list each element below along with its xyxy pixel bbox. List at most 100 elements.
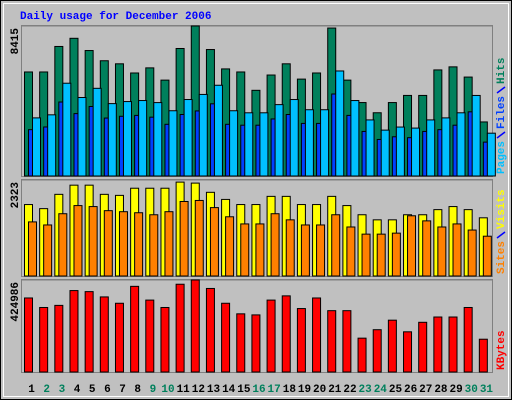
legend-entry: Pages: [496, 141, 508, 174]
x-tick-label: 14: [222, 384, 236, 396]
bar: [407, 215, 417, 277]
x-tick-label: 30: [465, 384, 478, 396]
bar: [179, 200, 189, 277]
bar: [403, 331, 413, 373]
bar: [190, 279, 200, 373]
bar: [467, 229, 477, 277]
bar: [183, 99, 193, 177]
bar: [28, 221, 37, 277]
bar: [236, 313, 246, 373]
y-tick-label: 424986: [10, 282, 22, 322]
x-tick-label: 29: [449, 384, 462, 396]
bar: [342, 310, 352, 373]
bar: [229, 110, 239, 177]
bar: [168, 110, 178, 177]
x-tick-label: 21: [328, 384, 342, 396]
legend-entry: Sites: [496, 241, 508, 274]
legend-entry: Files: [496, 96, 508, 129]
x-tick-label: 27: [419, 384, 432, 396]
bar: [387, 319, 397, 373]
bar: [145, 299, 155, 373]
bar: [331, 214, 341, 277]
bar: [244, 112, 254, 177]
x-tick-label: 8: [134, 384, 141, 396]
x-tick-label: 13: [207, 384, 221, 396]
bar: [437, 226, 447, 277]
x-tick-label: 28: [434, 384, 448, 396]
bar: [312, 297, 322, 373]
bar: [88, 206, 98, 277]
bar: [164, 211, 174, 277]
bar: [153, 102, 163, 177]
bar: [395, 126, 405, 177]
x-tick-label: 22: [343, 384, 356, 396]
legend-separator: [496, 131, 506, 139]
bar: [24, 297, 33, 373]
x-tick-label: 1: [28, 384, 35, 396]
bar: [433, 316, 443, 373]
x-tick-label: 20: [313, 384, 326, 396]
x-tick-label: 6: [104, 384, 111, 396]
bar: [47, 114, 57, 177]
bar: [62, 82, 72, 177]
bar: [205, 287, 215, 373]
chart-title: Daily usage for December 2006: [20, 11, 211, 23]
x-tick-label: 2: [43, 384, 50, 396]
legend-entry: KBytes: [496, 330, 508, 370]
frame-inner: [3, 3, 509, 397]
x-tick-label: 10: [161, 384, 174, 396]
bar: [452, 223, 462, 277]
x-tick-label: 9: [150, 384, 157, 396]
x-tick-label: 11: [177, 384, 191, 396]
bar: [39, 306, 49, 373]
bar: [255, 223, 265, 277]
legend-separator: [496, 86, 506, 94]
bar: [335, 70, 345, 177]
bar: [69, 290, 79, 373]
x-tick-label: 16: [252, 384, 265, 396]
bar: [73, 205, 83, 277]
bar: [138, 100, 148, 177]
bar: [285, 219, 295, 277]
x-tick-label: 25: [389, 384, 403, 396]
bar: [32, 117, 41, 177]
bar: [463, 306, 473, 373]
bar: [289, 99, 299, 177]
bar: [482, 235, 492, 277]
x-tick-label: 31: [480, 384, 494, 396]
bar: [422, 220, 432, 277]
bar: [43, 224, 53, 277]
bar: [122, 101, 132, 177]
bar: [418, 321, 428, 373]
x-tick-label: 17: [268, 384, 281, 396]
x-tick-label: 12: [192, 384, 205, 396]
bar: [486, 132, 496, 177]
bar: [296, 308, 306, 373]
bar: [281, 295, 291, 373]
bar: [209, 207, 219, 277]
bar: [130, 285, 140, 373]
bar: [77, 96, 87, 177]
bar: [213, 84, 223, 177]
bar: [478, 338, 488, 373]
bar: [357, 337, 367, 373]
bar: [426, 119, 436, 177]
bar: [304, 109, 314, 177]
bar: [99, 296, 109, 373]
x-tick-label: 4: [74, 384, 81, 396]
bar: [225, 216, 235, 277]
bar: [274, 104, 284, 177]
bar: [149, 214, 159, 277]
bar: [194, 199, 204, 277]
bar: [380, 129, 390, 177]
bar: [471, 94, 481, 177]
bar: [92, 87, 102, 177]
bar: [54, 304, 64, 373]
bar: [365, 119, 375, 177]
bar: [107, 103, 117, 177]
x-tick-label: 26: [404, 384, 417, 396]
bar: [448, 316, 458, 373]
bar: [84, 291, 94, 373]
bar: [391, 232, 401, 277]
